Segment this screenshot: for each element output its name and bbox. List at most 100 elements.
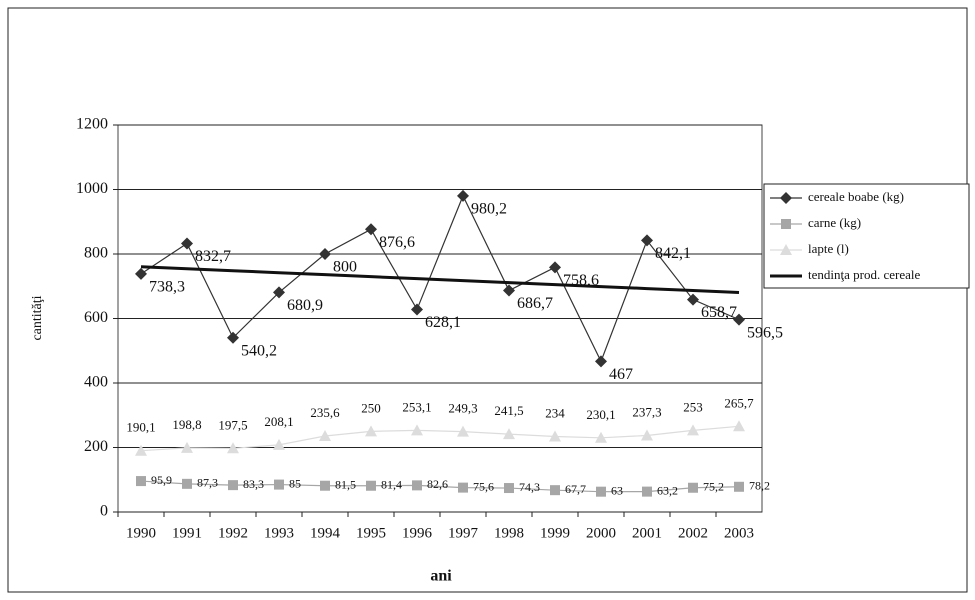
data-label: 680,9 — [287, 297, 323, 314]
x-tick-label: 1993 — [264, 525, 294, 541]
x-tick-label: 1990 — [126, 525, 156, 541]
series-line — [140, 265, 740, 295]
data-label: 63,2 — [657, 483, 678, 497]
data-point — [641, 234, 653, 247]
x-tick-label: 1998 — [494, 525, 524, 541]
legend-marker — [780, 192, 792, 204]
data-point — [411, 424, 423, 436]
series-line — [140, 425, 740, 452]
data-point — [687, 293, 699, 306]
data-point — [411, 303, 423, 316]
data-point — [503, 284, 515, 297]
data-point — [595, 355, 607, 368]
data-label: 241,5 — [494, 403, 523, 418]
data-point — [181, 441, 193, 453]
data-label: 237,3 — [632, 404, 661, 419]
data-point — [227, 331, 239, 344]
x-axis-title: ani — [430, 568, 452, 585]
x-tick-label: 1991 — [172, 525, 202, 541]
data-label: 75,6 — [473, 479, 494, 493]
y-tick-label: 600 — [84, 309, 108, 326]
legend-label: tendinţa prod. cereale — [808, 267, 920, 282]
legend-marker — [781, 219, 791, 229]
data-point — [182, 478, 192, 489]
data-label: 467 — [609, 366, 633, 383]
data-label: 265,7 — [724, 395, 754, 410]
legend-label: carne (kg) — [808, 215, 861, 230]
data-point — [733, 313, 745, 326]
y-tick-label: 1000 — [76, 180, 108, 197]
data-point — [549, 430, 561, 442]
data-point — [319, 430, 331, 442]
data-label: 78,2 — [749, 479, 770, 493]
data-point — [319, 248, 331, 260]
data-point — [412, 480, 422, 491]
data-point — [227, 442, 239, 454]
data-label: 540,2 — [241, 342, 277, 359]
data-label: 596,5 — [747, 324, 783, 341]
data-point — [504, 483, 514, 494]
data-point — [688, 482, 698, 493]
data-label: 230,1 — [586, 407, 615, 422]
data-label: 658,7 — [701, 304, 737, 321]
x-tick-label: 2001 — [632, 525, 662, 541]
y-tick-label: 200 — [84, 438, 108, 455]
x-tick-label: 2000 — [586, 525, 616, 541]
data-label: 197,5 — [218, 417, 247, 432]
x-tick-label: 2002 — [678, 525, 708, 541]
data-label: 686,7 — [517, 295, 553, 312]
data-label: 81,5 — [335, 477, 356, 491]
data-label: 190,1 — [126, 420, 155, 435]
data-label: 85 — [289, 476, 301, 490]
y-axis-title: cantităţi — [30, 295, 45, 340]
data-point — [366, 480, 376, 491]
data-label: 253,1 — [402, 399, 431, 414]
data-point — [595, 431, 607, 443]
data-label: 250 — [361, 400, 381, 415]
data-point — [550, 485, 560, 496]
legend-label: lapte (l) — [808, 241, 849, 256]
data-point — [457, 425, 469, 437]
legend-marker — [780, 244, 792, 255]
data-point — [135, 267, 147, 280]
data-label: 800 — [333, 259, 357, 276]
legend — [763, 183, 970, 289]
data-point — [687, 424, 699, 436]
legend-label: cereale boabe (kg) — [808, 189, 904, 204]
data-point — [365, 425, 377, 437]
data-label: 208,1 — [264, 414, 293, 429]
data-label: 63 — [611, 483, 623, 497]
data-label: 87,3 — [197, 476, 218, 490]
data-point — [458, 482, 468, 493]
data-point — [273, 438, 285, 450]
x-tick-label: 1999 — [540, 525, 570, 541]
data-point — [641, 429, 653, 441]
data-point — [734, 481, 744, 492]
data-point — [136, 476, 146, 487]
x-tick-label: 1994 — [310, 525, 341, 541]
data-point — [273, 286, 285, 299]
series-line — [140, 194, 740, 363]
data-point — [228, 480, 238, 491]
y-tick-label: 400 — [84, 374, 108, 391]
data-label: 980,2 — [471, 201, 507, 218]
data-point — [596, 486, 606, 497]
x-tick-label: 2003 — [724, 525, 754, 541]
y-tick-label: 0 — [100, 503, 108, 520]
data-point — [135, 444, 147, 456]
data-label: 83,3 — [243, 477, 264, 491]
x-tick-label: 1995 — [356, 525, 386, 541]
data-label: 832,7 — [195, 248, 231, 265]
data-point — [733, 420, 745, 432]
data-point — [320, 480, 330, 491]
data-label: 95,9 — [151, 473, 172, 487]
data-label: 249,3 — [448, 401, 477, 416]
data-label: 253 — [683, 399, 703, 414]
frame — [7, 7, 968, 593]
data-label: 75,2 — [703, 479, 724, 493]
x-tick-label: 1992 — [218, 525, 248, 541]
x-tick-label: 1997 — [448, 525, 479, 541]
data-point — [503, 428, 515, 440]
data-label: 235,6 — [310, 405, 340, 420]
